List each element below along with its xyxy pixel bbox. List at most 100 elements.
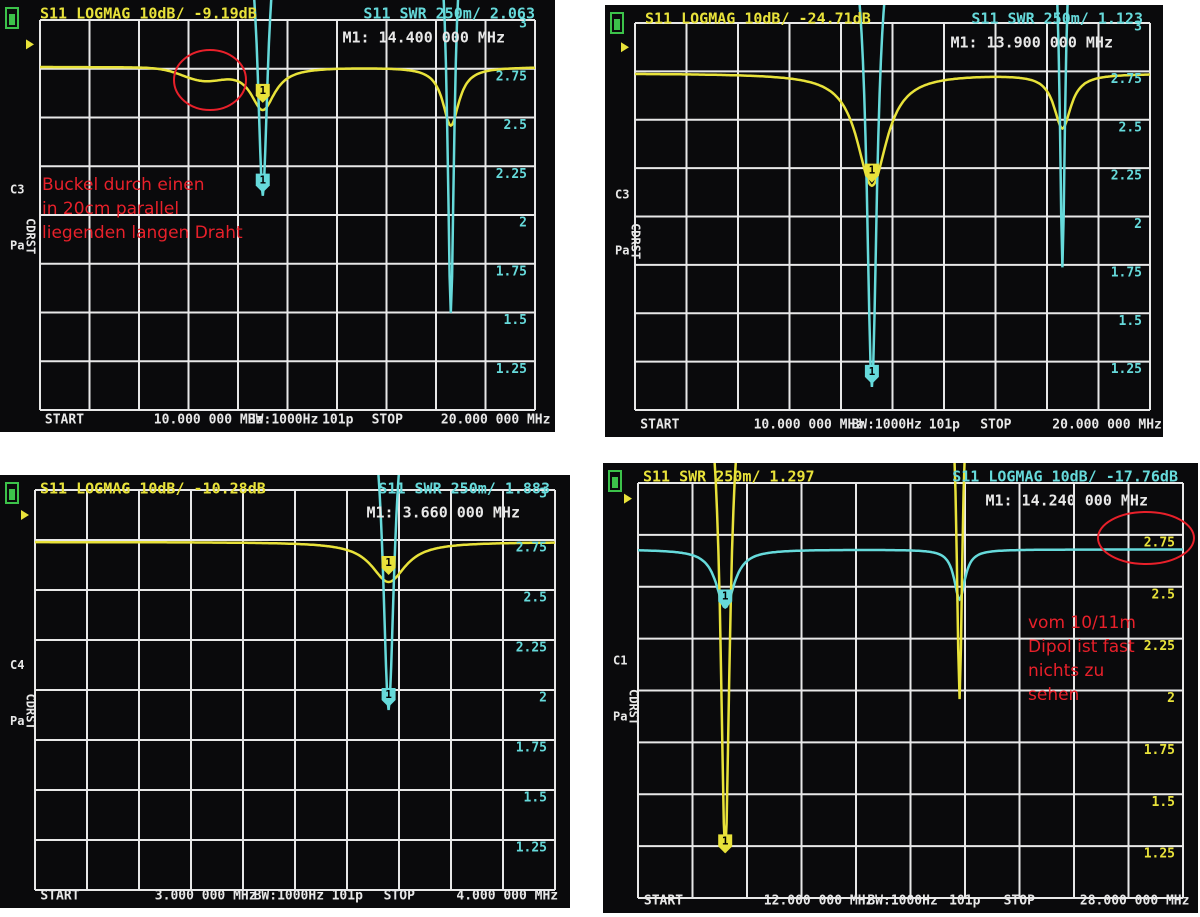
battery-icon [608,470,622,492]
highlight-circle [1097,511,1195,565]
footer-text: START [644,894,683,909]
trace-a-label: S11 LOGMAG 10dB/ -24.71dB [645,10,871,28]
channel-label: CDRST [24,694,38,730]
marker-icon [381,556,396,575]
trace-a-label: S11 LOGMAG 10dB/ -10.28dB [40,480,266,498]
vna-chart: 1 1 S11 LOGMAG 10dB/ -24.71dB S11 SWR 250m/… [610,5,1162,433]
battery-fill [612,477,618,488]
trace-b-label: S11 SWR 250m/ 1.123 [971,10,1143,28]
scale-tick: 2.75 [516,541,547,556]
channel-label: Pa [613,710,627,724]
scale-tick: 2.5 [524,591,547,606]
scale-tick: 3 [539,487,547,502]
footer-text: STOP [1004,894,1035,909]
marker-readout: M1: 13.900 000 MHz [950,34,1113,52]
scale-tick: 1.5 [1152,795,1175,810]
marker-tag: 1 [722,590,729,603]
scale-tick: 2 [1134,217,1142,232]
reference-arrow [21,510,29,520]
footer-text: BW:1000Hz [867,894,937,909]
scale-tick: 2.25 [496,167,527,182]
trace-b-label: S11 SWR 250m/ 2.063 [363,5,535,23]
marker-icon [864,364,879,384]
footer-text: 4.000 000 MHz [456,889,558,904]
scale-tick: 2.75 [1111,72,1142,87]
trace [253,0,460,313]
battery-icon [610,12,624,34]
marker-icon [255,173,270,193]
marker-tag: 1 [385,556,392,569]
scale-tick: 1.5 [524,791,547,806]
scale-tick: 2.75 [496,69,527,84]
footer-text: 12.000 000 MHz [764,894,874,909]
footer-text: 10.000 000 MHz [154,413,264,428]
channel-label: CDRST [24,218,38,254]
scale-tick: 2 [519,216,527,231]
marker-icon [718,589,733,609]
footer-text: START [640,418,679,433]
marker-readout: M1: 14.400 000 MHz [342,29,505,47]
trace-b-label: S11 SWR 250m/ 1.883 [378,480,550,498]
annotation: in 20cm parallel [42,199,179,219]
marker-tag: 1 [259,174,266,187]
marker-readout: M1: 14.240 000 MHz [985,492,1148,510]
footer-text: START [40,889,79,904]
footer-text: 28.000 000 MHz [1080,894,1190,909]
device-screen: 1 1 S11 SWR 250m/ 1.297 S11 LOGMAG 10dB/ -1… [603,463,1198,913]
scale-tick: 1.25 [1144,847,1175,862]
scale-tick: 2.75 [1144,535,1175,550]
footer-text: BW:1000Hz [254,889,324,904]
trace [713,463,966,853]
scale-tick: 1.75 [1111,265,1142,280]
scale-tick: 2 [539,691,547,706]
device-screen: 1 1 S11 LOGMAG 10dB/ -9.19dB S11 SWR 250m/ … [0,0,555,432]
marker-icon [255,83,270,103]
marker-icon [718,834,733,854]
reference-arrow [624,493,632,504]
annotation: vom 10/11m [1028,613,1136,633]
battery-fill [9,489,15,500]
annotation: nichts zu [1028,661,1104,681]
trace-a-label: S11 SWR 250m/ 1.297 [643,468,815,486]
vna-chart: 1 1 S11 LOGMAG 10dB/ -9.19dB S11 SWR 250m/ … [5,0,550,428]
footer-text: STOP [372,413,403,428]
scale-tick: 1.75 [496,264,527,279]
marker-tag: 1 [869,164,876,177]
scale-tick: 1.75 [1144,743,1175,758]
scale-tick: 2.25 [516,641,547,656]
trace-a-label: S11 LOGMAG 10dB/ -9.19dB [40,5,257,23]
scale-tick: 1.75 [516,741,547,756]
scale-tick: 3 [519,17,527,32]
scale-tick: 3 [1134,20,1142,35]
scale-tick: 2.25 [1111,169,1142,184]
footer-text: 101p [322,413,353,428]
footer-text: START [45,413,84,428]
footer-text: STOP [980,418,1011,433]
channel-label: C4 [10,658,24,672]
vna-chart: 1 1 S11 SWR 250m/ 1.297 S11 LOGMAG 10dB/ -1… [608,463,1195,909]
battery-fill [614,19,620,30]
annotation: Buckel durch einen [42,175,205,195]
footer-text: BW:1000Hz [851,418,921,433]
trace [35,540,555,584]
scale-tick: 1.5 [1119,314,1142,329]
channel-label: C3 [615,188,629,202]
footer-text: STOP [384,889,415,904]
device-screen: 1 1 S11 LOGMAG 10dB/ -10.28dB S11 SWR 250m/… [0,475,570,908]
channel-label: C1 [613,654,627,668]
marker-readout: M1: 3.660 000 MHz [366,504,520,522]
footer-text: BW:1000Hz [248,413,318,428]
scale-tick: 2.5 [504,118,527,133]
marker-icon [381,688,396,707]
footer-text: 101p [929,418,960,433]
highlight-circle [173,49,247,111]
channel-label: CDRST [627,689,641,725]
scale-tick: 2 [1167,691,1175,706]
scale-tick: 1.25 [1111,362,1142,377]
trace [858,5,1069,387]
footer-text: 10.000 000 MHz [754,418,864,433]
scale-tick: 2.5 [1152,587,1175,602]
marker-tag: 1 [869,365,876,378]
channel-label: C3 [10,183,24,197]
battery-icon [5,482,19,504]
